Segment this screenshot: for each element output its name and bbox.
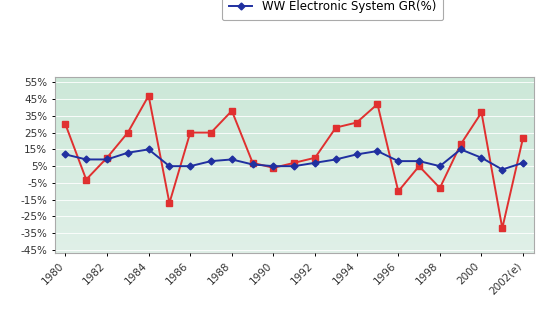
WW Semi GR(%)	[437, 186, 443, 190]
WW Semi GR(%)	[478, 111, 485, 114]
WW Semi GR(%)	[374, 102, 381, 106]
WW Semi GR(%)	[83, 178, 90, 181]
WW Electronic System GR(%)	[437, 164, 443, 168]
WW Semi GR(%)	[458, 142, 464, 146]
WW Electronic System GR(%)	[166, 164, 173, 168]
WW Semi GR(%)	[499, 226, 505, 230]
WW Electronic System GR(%)	[333, 158, 339, 161]
WW Semi GR(%)	[520, 136, 526, 139]
WW Semi GR(%)	[416, 164, 422, 168]
WW Semi GR(%)	[312, 156, 318, 160]
WW Electronic System GR(%)	[291, 164, 298, 168]
WW Electronic System GR(%)	[187, 164, 194, 168]
WW Semi GR(%)	[249, 161, 256, 165]
WW Electronic System GR(%)	[395, 159, 402, 163]
WW Electronic System GR(%)	[353, 153, 360, 156]
WW Semi GR(%)	[229, 109, 235, 113]
WW Electronic System GR(%)	[499, 168, 505, 171]
WW Electronic System GR(%)	[145, 147, 152, 151]
WW Electronic System GR(%)	[62, 153, 69, 156]
Line: WW Semi GR(%): WW Semi GR(%)	[63, 93, 526, 231]
Legend: WW Semi GR(%), WW Electronic System GR(%): WW Semi GR(%), WW Electronic System GR(%…	[222, 0, 443, 20]
WW Semi GR(%)	[62, 122, 69, 126]
WW Semi GR(%)	[270, 166, 277, 170]
WW Electronic System GR(%)	[312, 161, 318, 165]
WW Semi GR(%)	[124, 131, 131, 134]
WW Electronic System GR(%)	[208, 159, 214, 163]
WW Semi GR(%)	[187, 131, 194, 134]
WW Electronic System GR(%)	[458, 147, 464, 151]
WW Electronic System GR(%)	[124, 151, 131, 154]
WW Semi GR(%)	[104, 156, 111, 160]
WW Semi GR(%)	[333, 126, 339, 129]
WW Semi GR(%)	[166, 201, 173, 205]
WW Electronic System GR(%)	[104, 158, 111, 161]
WW Semi GR(%)	[291, 161, 298, 165]
WW Electronic System GR(%)	[270, 164, 277, 168]
WW Electronic System GR(%)	[374, 149, 381, 153]
WW Electronic System GR(%)	[416, 159, 422, 163]
WW Electronic System GR(%)	[249, 163, 256, 166]
WW Semi GR(%)	[395, 189, 402, 193]
WW Electronic System GR(%)	[520, 161, 526, 165]
WW Electronic System GR(%)	[83, 158, 90, 161]
WW Electronic System GR(%)	[478, 156, 485, 160]
WW Semi GR(%)	[208, 131, 214, 134]
WW Semi GR(%)	[353, 121, 360, 125]
WW Semi GR(%)	[145, 94, 152, 98]
Line: WW Electronic System GR(%): WW Electronic System GR(%)	[63, 147, 526, 172]
WW Electronic System GR(%)	[229, 158, 235, 161]
